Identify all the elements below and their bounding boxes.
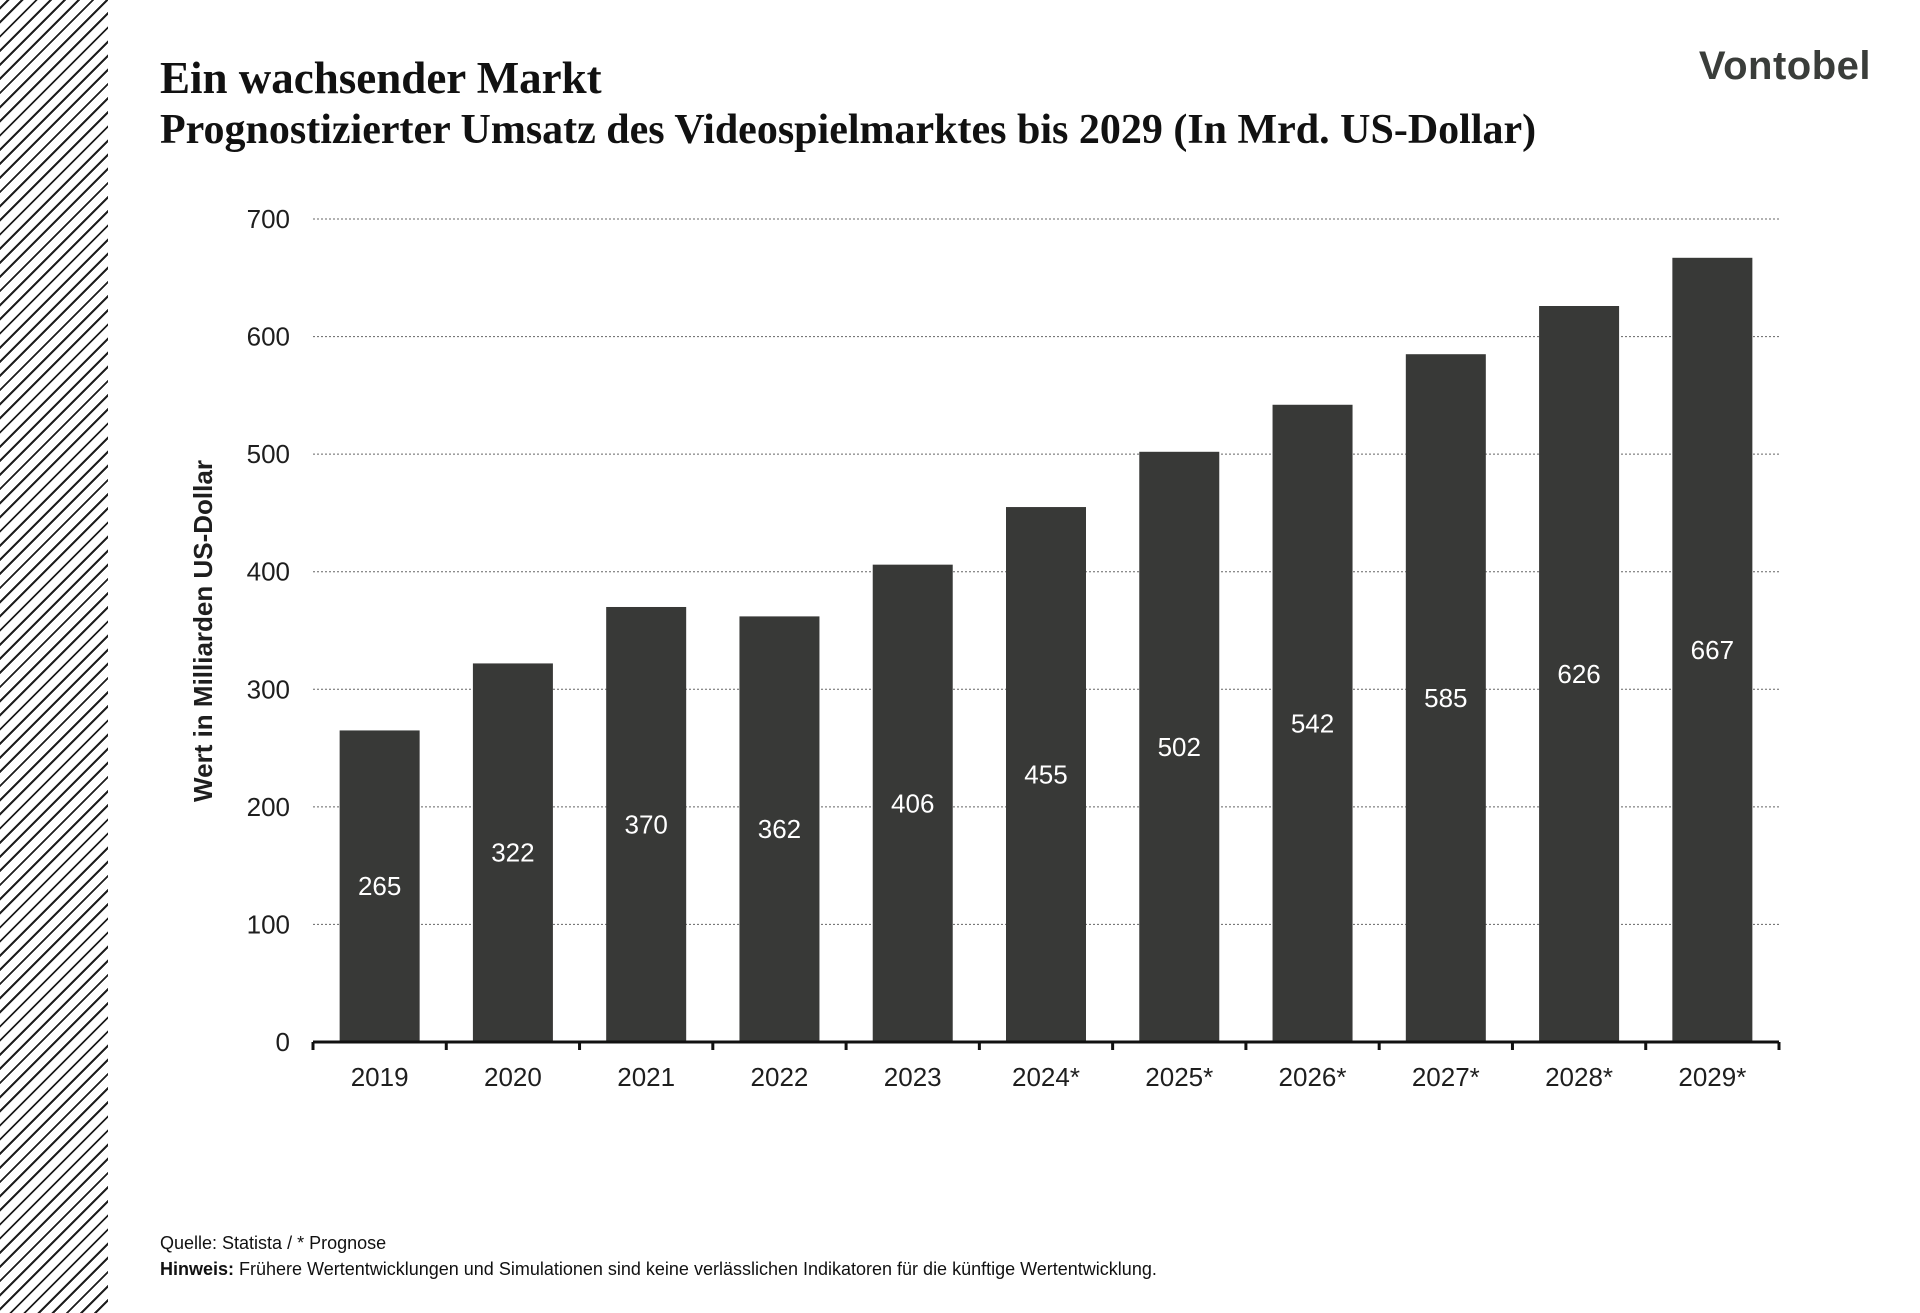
bar: [1006, 507, 1086, 1042]
bar-value-label: 322: [491, 838, 534, 868]
y-tick-label: 400: [247, 557, 290, 587]
hatched-side-stripe: [0, 0, 108, 1313]
x-tick-label: 2028*: [1545, 1062, 1613, 1092]
x-tick-label: 2020: [484, 1062, 542, 1092]
y-tick-label: 700: [247, 204, 290, 234]
x-tick-label: 2027*: [1412, 1062, 1480, 1092]
x-tick-label: 2025*: [1145, 1062, 1213, 1092]
vontobel-logo: Vontobel: [1698, 44, 1871, 88]
x-tick-label: 2023: [884, 1062, 942, 1092]
chart-subtitle: Prognostizierter Umsatz des Videospielma…: [160, 107, 1537, 153]
source-note: Quelle: Statista / * Prognose: [160, 1233, 387, 1253]
bar-value-label: 370: [624, 809, 667, 839]
bar-value-label: 265: [358, 871, 401, 901]
y-tick-label: 200: [247, 792, 290, 822]
bar-value-label: 542: [1291, 708, 1334, 738]
bar-value-label: 667: [1691, 635, 1734, 665]
bar: [1139, 451, 1220, 1042]
bar: [472, 663, 553, 1042]
disclaimer: Hinweis: Frühere Wertentwicklungen und S…: [160, 1256, 1157, 1282]
bar-value-label: 362: [758, 814, 801, 844]
footer: Quelle: Statista / * Prognose Hinweis: F…: [160, 1230, 1157, 1282]
disclaimer-text: Frühere Wertentwicklungen und Simulation…: [234, 1259, 1157, 1279]
bar: [1405, 354, 1486, 1042]
y-tick-label: 300: [247, 674, 290, 704]
x-tick-label: 2026*: [1279, 1062, 1347, 1092]
bar: [339, 730, 420, 1042]
chart-title: Ein wachsender Markt: [160, 53, 602, 103]
y-tick-label: 0: [276, 1027, 290, 1057]
bar: [739, 616, 820, 1042]
bar: [1539, 306, 1620, 1042]
bar: [606, 606, 687, 1042]
bar: [872, 564, 953, 1042]
bar-value-label: 626: [1557, 659, 1600, 689]
bar-value-label: 455: [1024, 760, 1067, 790]
x-tick-label: 2021: [617, 1062, 675, 1092]
x-tick-label: 2019: [351, 1062, 409, 1092]
y-tick-label: 500: [247, 439, 290, 469]
x-tick-label: 2024*: [1012, 1062, 1080, 1092]
y-tick-label: 100: [247, 909, 290, 939]
x-tick-label: 2022: [751, 1062, 809, 1092]
bar-value-label: 406: [891, 788, 934, 818]
y-tick-label: 600: [247, 322, 290, 352]
bar: [1272, 404, 1353, 1043]
x-tick-label: 2029*: [1678, 1062, 1746, 1092]
y-axis-label: Wert in Milliarden US-Dollar: [188, 460, 218, 802]
disclaimer-label: Hinweis:: [160, 1259, 235, 1279]
bar-value-label: 502: [1158, 732, 1201, 762]
bar-value-label: 585: [1424, 683, 1467, 713]
bar: [1672, 257, 1753, 1042]
